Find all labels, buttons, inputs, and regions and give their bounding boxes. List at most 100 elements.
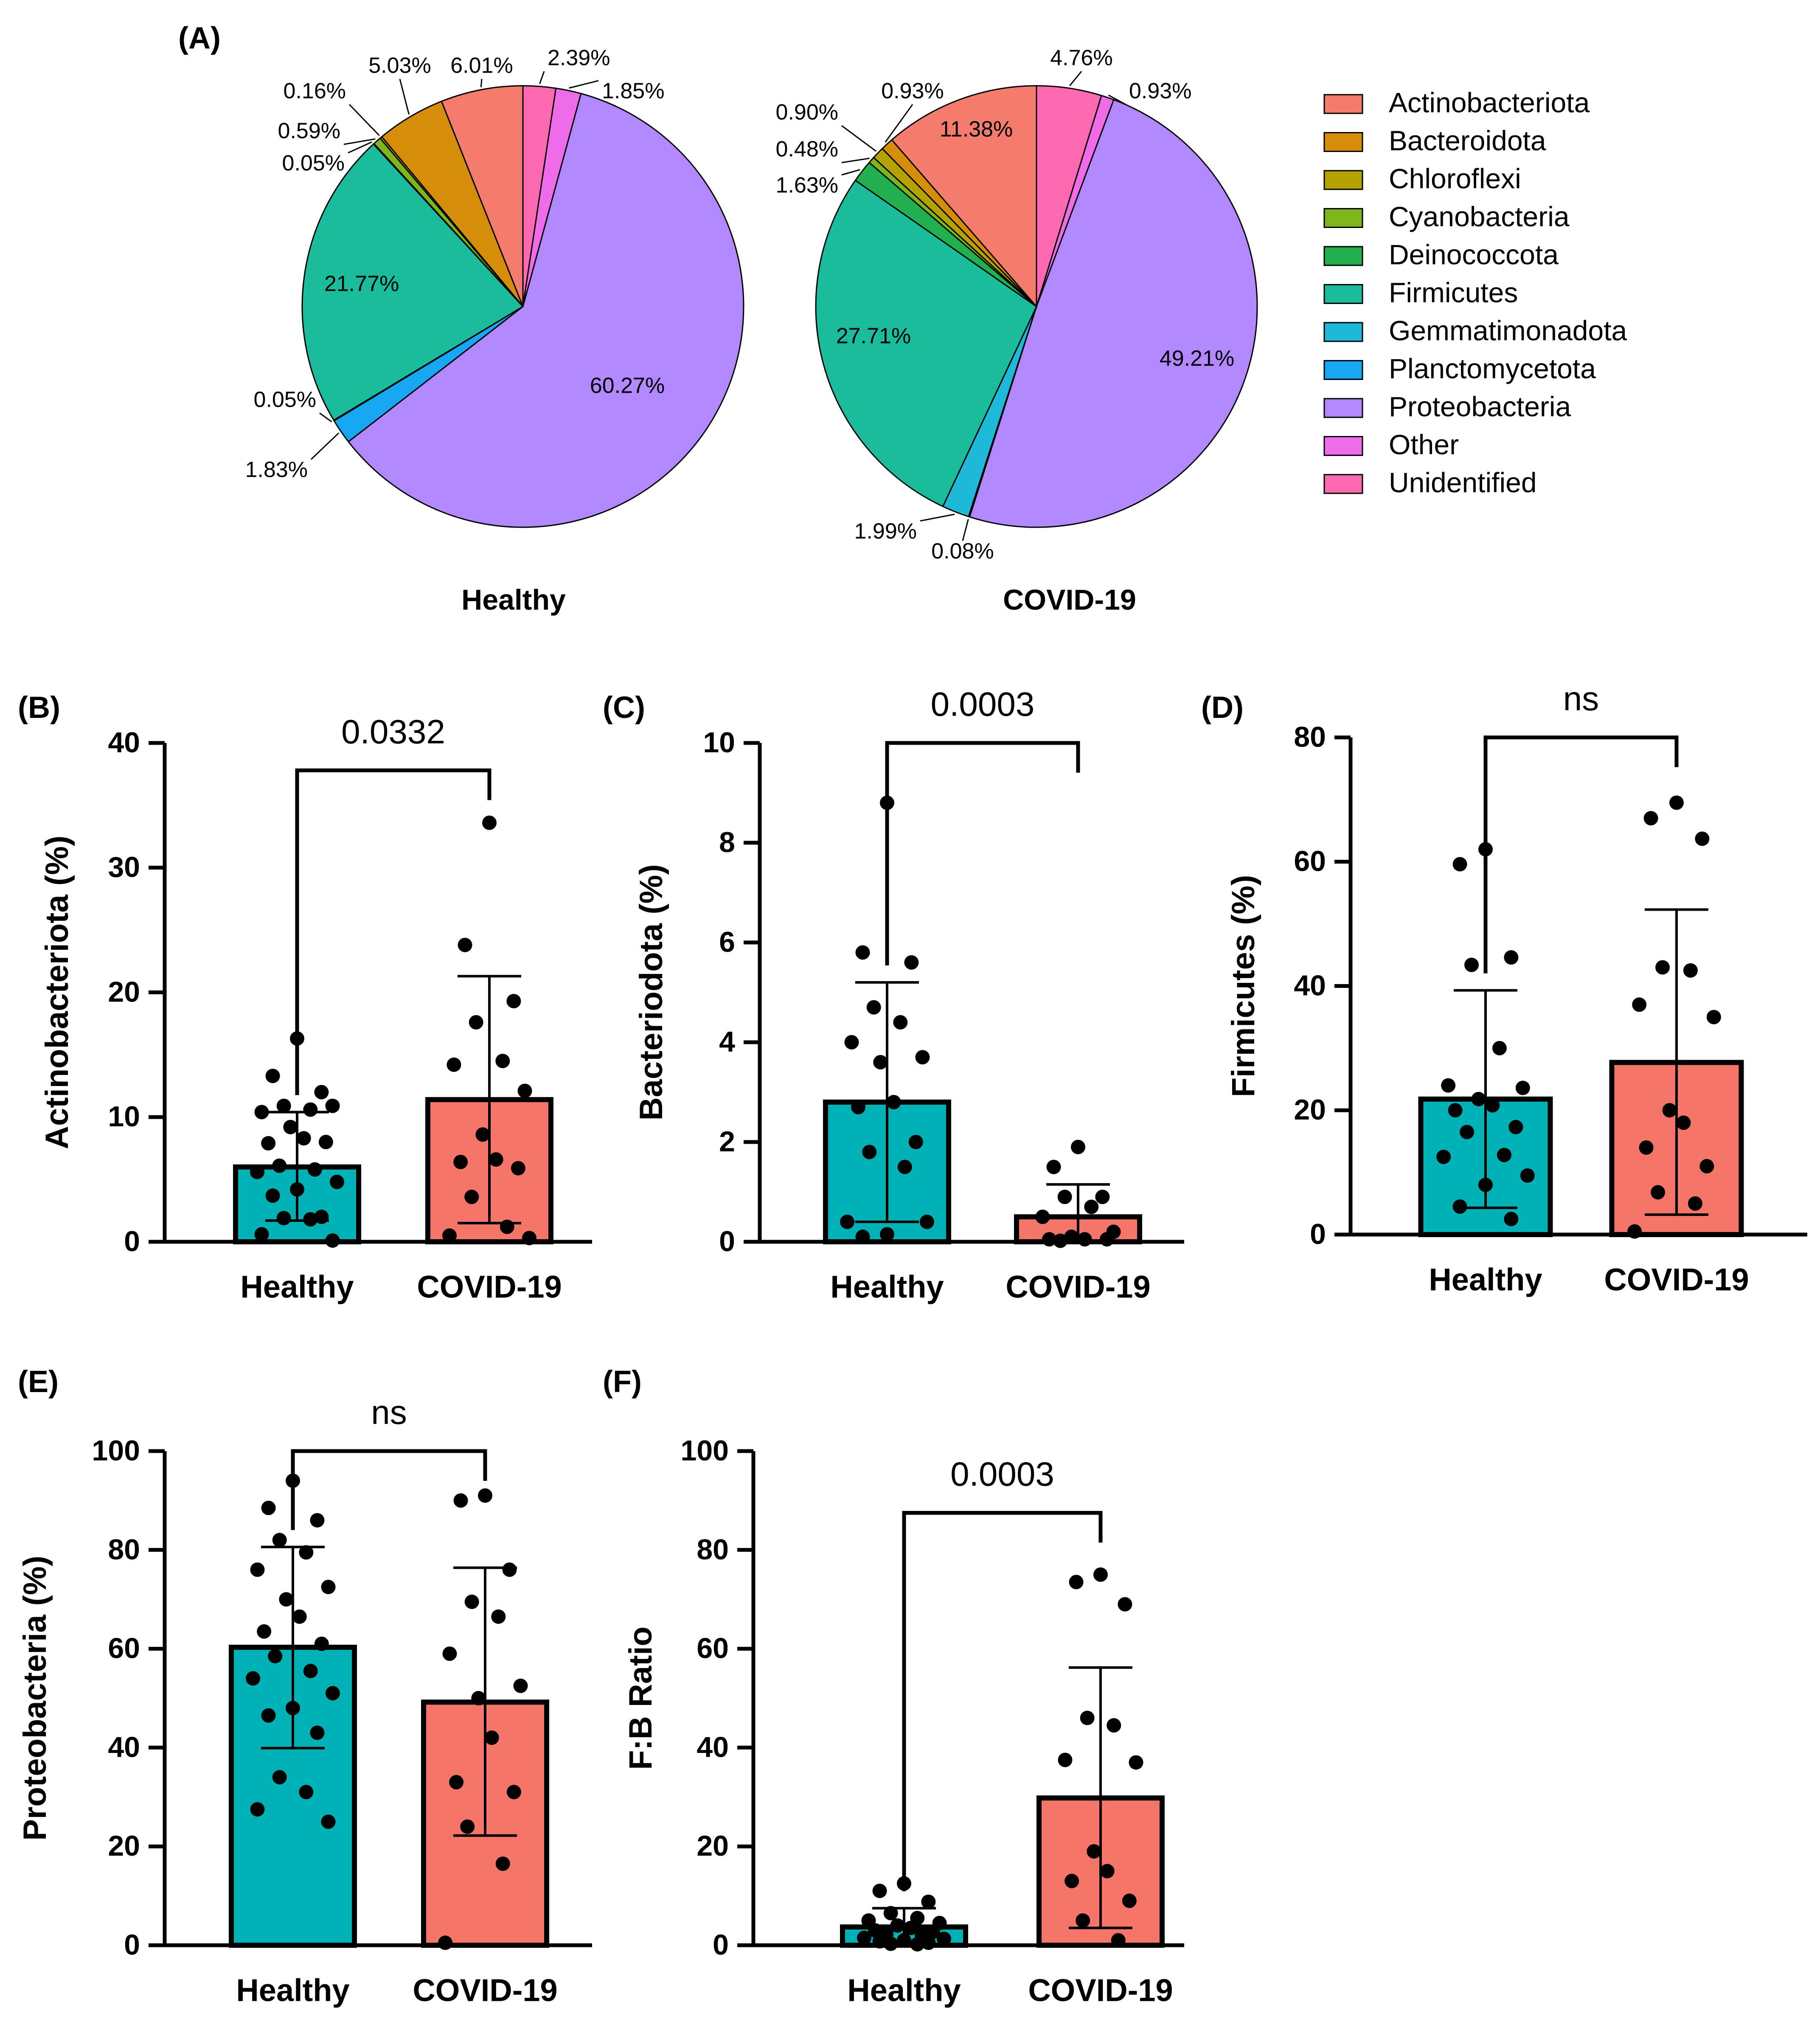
data-point [464,1595,479,1609]
data-point [246,1671,261,1686]
data-point [1504,950,1519,965]
pie-slice-label: 0.08% [931,539,994,564]
panel-label: (F) [603,1365,642,1399]
y-tick-label: 40 [108,1731,140,1763]
y-tick-label: 20 [697,1830,729,1862]
pie-slice-proteobacteria [347,93,744,528]
data-point [469,1015,483,1030]
pie-leader-bacteroidota [885,104,913,143]
legend-label: Other [1389,429,1459,460]
pie-leader-chloroflexi [841,125,876,152]
data-point [329,1175,344,1189]
legend-swatch [1323,208,1363,228]
data-point [261,1708,276,1723]
data-point [1452,857,1467,872]
y-tick-label: 2 [719,1125,735,1158]
pie-slice-label: 0.93% [881,79,944,104]
data-point [1087,1844,1101,1859]
data-point [1057,1190,1072,1204]
x-tick-label: Healthy [1429,1262,1542,1297]
data-point [1655,960,1670,975]
pie-legend: Actinobacteriota Bacteroidota Chloroflexi C… [1323,87,1627,498]
legend-swatch [1323,170,1363,190]
data-point [1515,1080,1530,1095]
data-point [283,1120,298,1134]
data-point [478,1488,492,1503]
pie-slice-actinobacteriota [890,85,1037,309]
panel-label-a: (A) [178,21,221,55]
y-tick-label: 10 [108,1100,140,1133]
data-point [857,1930,872,1945]
x-tick-label: Healthy [830,1269,944,1305]
pie-slice-label: 0.59% [278,119,340,143]
data-point [1508,1120,1523,1134]
x-tick-label: COVID-19 [1604,1262,1749,1297]
data-point [915,1050,930,1065]
data-point [307,1162,322,1177]
x-tick-label: Healthy [240,1269,354,1305]
data-point [489,1152,503,1167]
bar-panel-b: (B) 0 10 20 30 40 Actinobacteriota (%) Healthy C… [18,691,592,1305]
pie-leader-chloroflexi [348,104,380,136]
y-tick-label: 0 [124,1929,140,1961]
pie-leader-bacteroidota [399,79,410,115]
data-point [303,1212,318,1227]
x-tick-label: COVID-19 [413,1973,557,2008]
pie-slice-label: 21.77% [324,272,399,296]
data-point [921,1894,936,1909]
data-point [1035,1210,1050,1224]
pie-leader-cyanobacteria [841,158,870,163]
y-tick-label: 80 [1294,721,1326,753]
legend-label: Unidentified [1389,467,1537,498]
data-point [276,1211,291,1226]
y-tick-label: 40 [108,726,140,759]
data-point [254,1227,269,1242]
data-point [460,1819,475,1834]
data-point [279,1592,294,1607]
data-point [254,1105,269,1120]
data-point [872,1883,887,1898]
data-point [453,1493,468,1508]
data-point [325,1098,340,1113]
y-tick-label: 30 [108,851,140,883]
data-point [250,1802,265,1817]
pie-slice-label: 1.99% [854,519,917,544]
legend-label: Firmicutes [1389,277,1518,308]
legend-label: Proteobacteria [1389,391,1571,422]
data-point [265,1188,280,1203]
data-point [502,1562,517,1577]
pie-leader-planctomycetota [310,432,340,460]
pie-slice-label: 49.21% [1160,346,1234,371]
data-point [286,1701,300,1716]
y-tick-label: 20 [1294,1094,1326,1126]
data-point [919,1215,934,1229]
data-point [471,1691,486,1705]
data-point [447,1057,461,1072]
data-point [1683,963,1698,978]
data-point [482,816,497,830]
y-tick-label: 10 [703,726,735,759]
legend-swatch [1323,94,1363,114]
pie-slice-label: 0.48% [776,137,838,162]
pie-slice-bacteroidota [381,100,524,307]
pie-slice-firmicutes [301,143,524,421]
data-point [261,1136,276,1151]
data-point [495,1054,510,1069]
pie-leader-gemmatimonadota [319,412,332,422]
y-tick-label: 0 [1310,1218,1326,1250]
legend-swatch [1323,474,1363,494]
data-point [290,1182,304,1197]
data-point [925,1924,940,1939]
y-tick-label: 100 [681,1435,729,1467]
data-point [1095,1190,1110,1204]
bar-panel-e: (E) 0 20 40 60 80 100 Proteobacteria (%) Healthy… [17,1365,592,2008]
pie-slice-unidentified [1036,85,1103,307]
data-point [1688,1196,1702,1211]
data-point [883,1906,898,1921]
data-point [442,1228,457,1243]
data-point [303,1663,318,1678]
data-point [1058,1753,1073,1767]
legend-label: Chloroflexi [1389,163,1521,194]
y-tick-label: 8 [719,826,735,858]
data-point [250,1562,265,1577]
